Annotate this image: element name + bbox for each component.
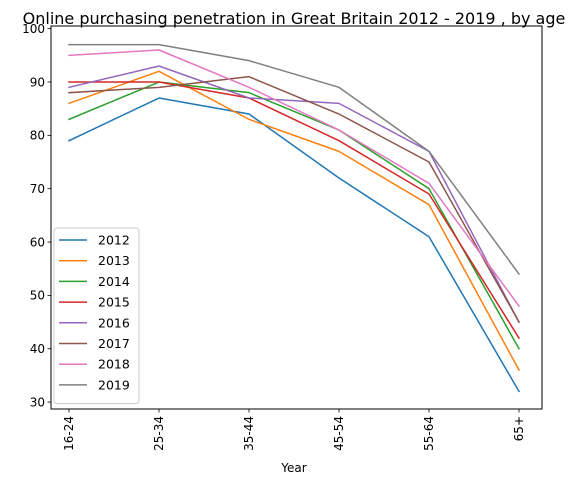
- legend: 2012 2013 2014 2015 2016 2017 2018 2019: [54, 228, 139, 404]
- x-tick-label: 25-34: [152, 416, 166, 451]
- y-tick-label: 70: [30, 182, 45, 196]
- chart-title: Online purchasing penetration in Great B…: [23, 9, 566, 28]
- x-tick-label: 16-24: [62, 416, 76, 451]
- y-tick-label: 80: [30, 129, 45, 143]
- legend-label-2014: 2014: [98, 274, 130, 289]
- legend-label-2013: 2013: [98, 253, 130, 268]
- x-tick-label: 65+: [512, 416, 526, 441]
- y-tick-label: 40: [30, 342, 45, 356]
- y-tick-label: 60: [30, 235, 45, 249]
- y-tick-label: 30: [30, 395, 45, 409]
- x-tick-label: 35-44: [242, 416, 256, 451]
- legend-label-2012: 2012: [98, 233, 130, 248]
- y-tick-label: 90: [30, 75, 45, 89]
- legend-label-2018: 2018: [98, 357, 130, 372]
- legend-label-2017: 2017: [98, 336, 130, 351]
- legend-label-2019: 2019: [98, 377, 130, 392]
- y-tick-label: 50: [30, 289, 45, 303]
- x-tick-label: 45-54: [332, 416, 346, 451]
- y-tick-label: 100: [22, 22, 45, 36]
- x-tick-label: 55-64: [422, 416, 436, 451]
- x-axis-label: Year: [280, 461, 306, 475]
- legend-label-2015: 2015: [98, 295, 130, 310]
- legend-label-2016: 2016: [98, 315, 130, 330]
